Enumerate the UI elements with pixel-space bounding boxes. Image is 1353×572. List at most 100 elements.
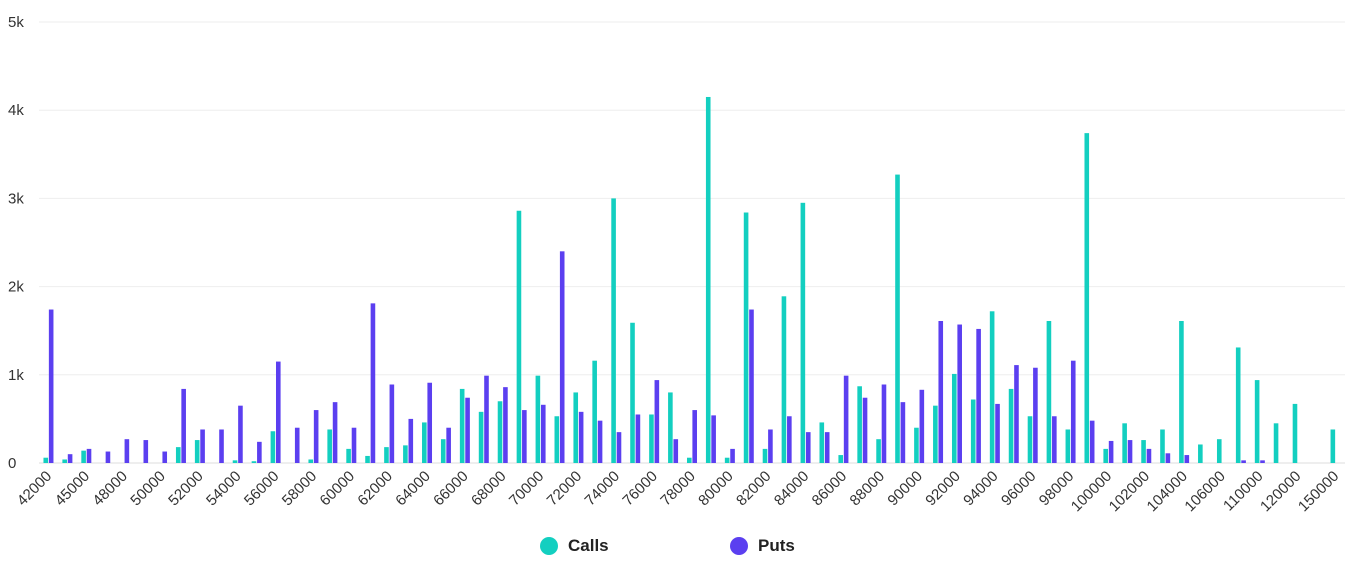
legend-item-puts[interactable]: Puts: [730, 536, 795, 556]
calls-dot-icon: [540, 537, 558, 555]
bar-puts-75000: [635, 414, 641, 463]
bar-calls-93000: [970, 399, 976, 463]
bar-puts-83000: [787, 416, 792, 463]
bar-calls-54000: [232, 460, 238, 463]
x-tick-label: 68000: [468, 468, 510, 510]
x-tick-label: 100000: [1068, 468, 1115, 515]
bar-calls-95000: [1008, 388, 1014, 463]
x-tick-label: 102000: [1106, 468, 1153, 515]
bar-calls-90000: [914, 427, 919, 463]
x-tick-label: 110000: [1220, 468, 1267, 515]
bar-calls-44000: [62, 459, 67, 463]
bar-puts-78000: [692, 410, 697, 463]
bar-calls-52000: [194, 440, 200, 463]
x-tick-label: 76000: [619, 468, 661, 510]
bar-puts-56000: [275, 361, 281, 463]
bar-puts-76000: [654, 380, 660, 463]
bar-calls-56000: [270, 431, 276, 463]
x-tick-label: 90000: [884, 468, 926, 510]
bar-puts-44000: [67, 454, 73, 463]
x-tick-label: 88000: [847, 468, 889, 510]
bar-puts-84000: [805, 432, 811, 463]
bar-calls-76000: [649, 414, 654, 463]
bar-puts-50000: [162, 451, 168, 463]
x-tick-label: 78000: [657, 468, 699, 510]
bar-puts-91000: [938, 320, 944, 463]
bar-calls-82000: [762, 448, 768, 463]
y-tick-label: 1k: [8, 367, 24, 384]
bar-calls-58000: [308, 459, 314, 463]
bar-calls-99000: [1084, 133, 1090, 463]
bar-puts-71000: [559, 251, 565, 463]
x-tick-label: 96000: [998, 468, 1040, 510]
legend-item-calls[interactable]: Calls: [540, 536, 609, 556]
x-tick-label: 42000: [14, 468, 56, 510]
bar-calls-150000: [1330, 429, 1336, 463]
bar-calls-104000: [1179, 320, 1184, 463]
y-tick-label: 4k: [8, 102, 24, 119]
x-tick-label: 56000: [241, 468, 283, 510]
bar-calls-72000: [573, 392, 579, 463]
legend: Calls Puts: [0, 536, 1353, 564]
bar-puts-67000: [484, 375, 489, 463]
bar-puts-69000: [522, 410, 527, 463]
bar-puts-93000: [976, 328, 981, 463]
bar-calls-61000: [365, 455, 370, 463]
bar-calls-78000: [687, 457, 692, 463]
x-tick-label: 52000: [165, 468, 207, 510]
bar-puts-101000: [1127, 440, 1133, 463]
x-tick-label: 104000: [1144, 468, 1191, 515]
bar-puts-97000: [1052, 416, 1057, 463]
bar-puts-103000: [1165, 453, 1171, 463]
bar-puts-98000: [1070, 360, 1076, 463]
bar-calls-89000: [895, 174, 900, 463]
bar-calls-45000: [81, 450, 86, 463]
bar-puts-94000: [995, 403, 1000, 463]
bar-calls-91000: [933, 405, 938, 463]
bar-calls-67000: [478, 411, 484, 463]
bar-calls-92000: [951, 373, 957, 463]
bar-puts-51000: [181, 388, 186, 463]
bar-puts-80000: [730, 448, 735, 463]
bar-calls-86000: [838, 455, 844, 463]
y-tick-label: 0: [8, 455, 16, 472]
bar-calls-108000: [1235, 347, 1241, 463]
bar-calls-96000: [1027, 416, 1033, 463]
bar-calls-59000: [327, 429, 332, 463]
x-tick-label: 72000: [544, 468, 586, 510]
bar-puts-89000: [900, 402, 906, 463]
bar-calls-87000: [857, 386, 862, 463]
bar-calls-83000: [781, 296, 787, 463]
bar-puts-49000: [143, 440, 149, 463]
bar-puts-66000: [465, 397, 470, 463]
bar-puts-61000: [370, 303, 376, 463]
bar-puts-42000: [48, 309, 54, 463]
y-tick-label: 2k: [8, 279, 24, 296]
bar-chart: 0 1k 2k 3k 4k 5k 42000450004800050000520005400…: [8, 14, 1345, 515]
bar-calls-66000: [459, 388, 465, 463]
bar-calls-101000: [1122, 423, 1127, 463]
bar-calls-64000: [422, 422, 427, 463]
bar-puts-57000: [294, 427, 300, 463]
x-tick-label: 62000: [354, 468, 396, 510]
bar-puts-62000: [389, 384, 395, 463]
bar-calls-85000: [819, 422, 825, 463]
legend-label-puts: Puts: [758, 536, 795, 555]
bar-puts-58000: [313, 410, 319, 463]
bar-calls-102000: [1141, 440, 1146, 463]
bar-puts-95000: [1014, 365, 1019, 463]
y-tick-label: 5k: [8, 14, 24, 31]
bar-puts-52000: [200, 429, 205, 463]
bar-calls-79000: [705, 96, 711, 463]
bar-puts-53000: [219, 429, 224, 463]
bar-puts-48000: [124, 439, 130, 463]
bar-calls-97000: [1046, 320, 1052, 463]
bar-puts-92000: [957, 324, 962, 463]
bar-puts-104000: [1184, 455, 1190, 463]
bar-puts-79000: [711, 415, 716, 463]
bar-puts-87000: [862, 397, 868, 463]
bar-calls-71000: [554, 416, 560, 463]
bar-puts-72000: [578, 411, 584, 463]
bar-puts-63000: [408, 418, 414, 463]
